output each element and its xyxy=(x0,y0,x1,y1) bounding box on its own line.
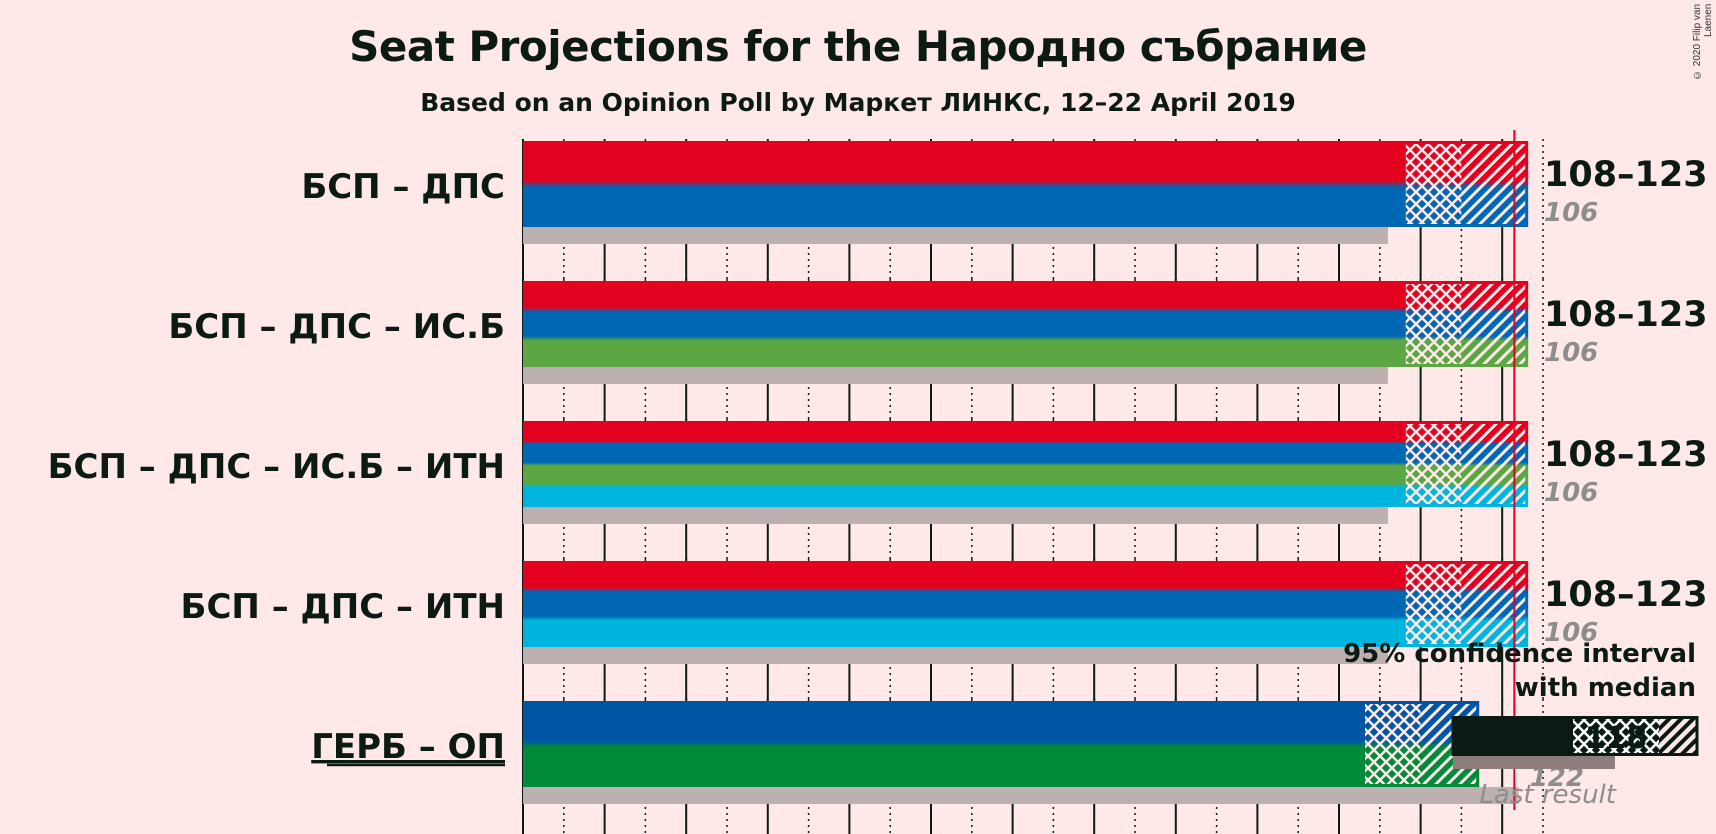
last-result-label: 106 xyxy=(1544,198,1598,228)
last-result-bar xyxy=(523,507,1388,524)
last-result-bar xyxy=(523,367,1388,384)
ci-outline xyxy=(1402,421,1529,507)
legend-last-result-label: Last result xyxy=(1479,780,1616,810)
last-result-bar xyxy=(523,647,1388,664)
last-result-label: 106 xyxy=(1544,478,1598,508)
legend-median-label: with median xyxy=(1515,673,1696,703)
legend-median-value: 118 xyxy=(1585,721,1648,756)
range-label: 108–123 xyxy=(1544,295,1708,335)
last-result-label: 106 xyxy=(1544,618,1598,648)
chart-subtitle: Based on an Opinion Poll by Маркет ЛИНКС… xyxy=(420,88,1296,117)
ci-outline xyxy=(1402,561,1529,647)
seat-bar xyxy=(523,281,1405,367)
range-label: 108–123 xyxy=(1544,155,1708,195)
last-result-bar xyxy=(523,787,1519,804)
coalition-label: ГЕРБ – ОП xyxy=(311,727,505,767)
ci-outline xyxy=(1402,281,1529,367)
legend-ci-label: 95% confidence interval xyxy=(1343,639,1696,669)
ci-outline xyxy=(1402,141,1529,227)
range-label: 108–123 xyxy=(1544,435,1708,475)
seat-bar xyxy=(523,421,1405,507)
seat-bar xyxy=(523,701,1364,787)
last-result-bar xyxy=(523,227,1388,244)
coalition-label: БСП – ДПС – ИС.Б xyxy=(168,307,505,347)
range-label: 108–123 xyxy=(1544,575,1708,615)
chart-title: Seat Projections for the Народно събрани… xyxy=(349,22,1367,71)
coalition-label: БСП – ДПС – ИС.Б – ИТН xyxy=(48,447,505,487)
coalition-label: БСП – ДПС xyxy=(301,167,505,207)
legend-solid-bar xyxy=(1453,716,1573,756)
coalition-label: БСП – ДПС – ИТН xyxy=(181,587,505,627)
seat-bar xyxy=(523,561,1405,647)
last-result-label: 106 xyxy=(1544,338,1598,368)
seat-bar xyxy=(523,141,1405,227)
